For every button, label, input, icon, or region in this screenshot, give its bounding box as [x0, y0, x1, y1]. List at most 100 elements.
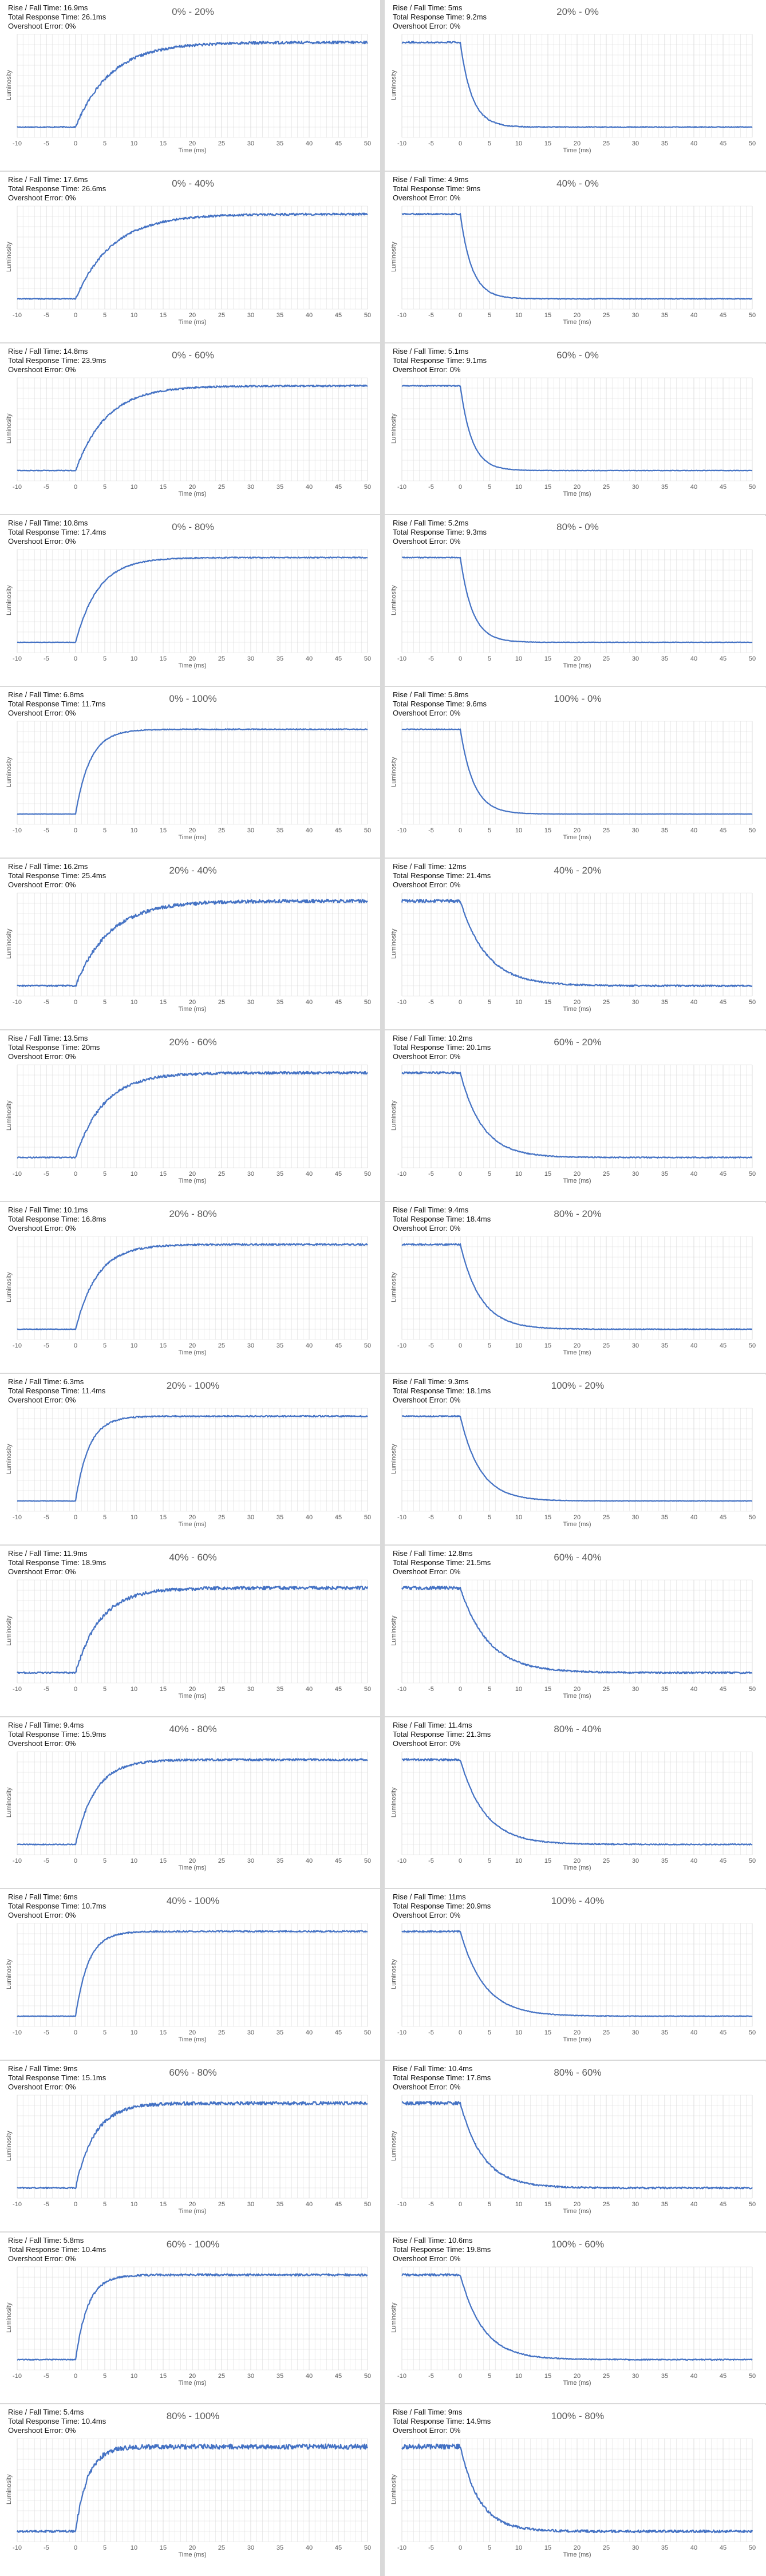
x-tick-label: 25	[218, 1514, 225, 1521]
x-tick-label: 0	[74, 1342, 77, 1349]
x-tick-label: 5	[103, 655, 106, 662]
x-tick-label: 50	[749, 655, 756, 662]
x-tick-label: 15	[160, 312, 167, 319]
x-tick-label: 0	[459, 2373, 462, 2380]
x-tick-label: 20	[574, 312, 581, 319]
rise-fall-time: Rise / Fall Time: 10.2ms	[393, 1034, 473, 1042]
line-chart: -10 -5 0 5 10 15 20 25 30 35 40 45 50 Time (ms)	[13, 1408, 371, 1528]
x-tick-label: 40	[306, 655, 313, 662]
x-tick-label: 40	[690, 2201, 697, 2208]
x-tick-label: 5	[103, 1686, 106, 1693]
x-tick-label: 10	[131, 1171, 137, 1178]
x-axis-label: Time (ms)	[563, 491, 591, 497]
chart-title: 80% - 40%	[554, 1724, 602, 1735]
x-tick-label: 30	[247, 312, 254, 319]
x-tick-label: 15	[160, 2029, 167, 2036]
x-tick-label: 35	[277, 2029, 283, 2036]
x-tick-label: 50	[749, 140, 756, 147]
x-tick-label: 0	[459, 2545, 462, 2551]
x-tick-label: -5	[44, 312, 49, 319]
x-axis-label: Time (ms)	[563, 1349, 591, 1356]
line-chart: -10 -5 0 5 10 15 20 25 30 35 40 45 50 Time (ms)	[397, 721, 756, 841]
x-tick-label: 10	[131, 1858, 137, 1864]
x-tick-label: -10	[397, 827, 406, 834]
x-tick-label: -5	[428, 1686, 434, 1693]
x-tick-label: 30	[632, 999, 639, 1006]
rise-fall-time: Rise / Fall Time: 9ms	[393, 2408, 463, 2416]
x-tick-label: 10	[131, 1514, 137, 1521]
rise-fall-time: Rise / Fall Time: 9.4ms	[393, 1206, 469, 1214]
row-divider	[0, 2060, 766, 2061]
luminosity-series-line	[17, 1243, 368, 1330]
chart-panel: Rise / Fall Time: 10.6ms Total Response T…	[385, 2233, 765, 2402]
chart-title: 20% - 0%	[556, 6, 599, 17]
x-tick-label: 25	[603, 827, 610, 834]
rise-fall-time: Rise / Fall Time: 5ms	[393, 3, 463, 12]
chart-panel: Rise / Fall Time: 10.1ms Total Response T…	[0, 1202, 380, 1372]
x-axis-label: Time (ms)	[563, 1864, 591, 1871]
stats-block: Rise / Fall Time: 10.2ms Total Response T…	[393, 1034, 491, 1061]
overshoot-error: Overshoot Error: 0%	[8, 1396, 76, 1404]
total-response-time: Total Response Time: 21.3ms	[393, 1730, 491, 1739]
stats-block: Rise / Fall Time: 16.9ms Total Response T…	[8, 3, 106, 31]
x-tick-label: 40	[690, 312, 697, 319]
chart-panel: Rise / Fall Time: 6ms Total Response Time…	[0, 1889, 380, 2059]
x-tick-label: 45	[720, 655, 726, 662]
stats-block: Rise / Fall Time: 10.8ms Total Response T…	[8, 519, 106, 546]
chart-panel: Rise / Fall Time: 5.4ms Total Response Ti…	[0, 2404, 380, 2574]
x-tick-label: 45	[720, 1171, 726, 1178]
x-tick-label: 40	[690, 827, 697, 834]
x-axis-label: Time (ms)	[178, 1521, 206, 1528]
chart-title: 80% - 100%	[166, 2411, 220, 2421]
x-tick-label: 25	[603, 655, 610, 662]
x-tick-label: 45	[720, 1686, 726, 1693]
x-tick-label: 50	[364, 999, 371, 1006]
x-tick-label: 30	[632, 2201, 639, 2208]
x-tick-label: 40	[690, 1514, 697, 1521]
chart-panel: Rise / Fall Time: 10.8ms Total Response T…	[0, 515, 380, 685]
total-response-time: Total Response Time: 18.9ms	[8, 1558, 106, 1567]
overshoot-error: Overshoot Error: 0%	[8, 1052, 76, 1061]
line-chart: -10 -5 0 5 10 15 20 25 30 35 40 45 50 Time (ms)	[13, 1579, 371, 1700]
stats-block: Rise / Fall Time: 9.4ms Total Response Ti…	[393, 1206, 491, 1233]
x-tick-label: 0	[459, 1686, 462, 1693]
x-tick-label: 20	[574, 1342, 581, 1349]
x-tick-label: 5	[103, 999, 106, 1006]
x-tick-label: -5	[44, 1171, 49, 1178]
x-axis-label: Time (ms)	[178, 1178, 206, 1184]
luminosity-series-line	[401, 385, 753, 472]
x-tick-label: 15	[544, 1342, 551, 1349]
x-tick-label: 0	[74, 140, 77, 147]
x-tick-label: 10	[131, 140, 137, 147]
x-tick-label: 25	[218, 140, 225, 147]
chart-panel: Rise / Fall Time: 5.8ms Total Response Ti…	[0, 2233, 380, 2402]
x-tick-label: 5	[488, 2029, 491, 2036]
x-tick-label: 50	[749, 1171, 756, 1178]
x-tick-label: 35	[277, 312, 283, 319]
x-tick-label: 45	[335, 1342, 342, 1349]
line-chart: -10 -5 0 5 10 15 20 25 30 35 40 45 50 Time (ms)	[13, 1064, 371, 1184]
x-tick-label: 20	[574, 1514, 581, 1521]
x-tick-label: 25	[218, 1342, 225, 1349]
x-axis-label: Time (ms)	[178, 491, 206, 497]
x-tick-label: 30	[247, 1858, 254, 1864]
x-tick-label: 30	[632, 2029, 639, 2036]
x-tick-label: 5	[103, 1171, 106, 1178]
luminosity-series-line	[401, 1585, 753, 1674]
row-divider	[0, 1716, 766, 1718]
overshoot-error: Overshoot Error: 0%	[8, 2254, 76, 2263]
x-tick-label: 25	[603, 484, 610, 491]
x-axis-label: Time (ms)	[563, 319, 591, 326]
x-tick-label: -5	[428, 827, 434, 834]
x-tick-label: -5	[44, 999, 49, 1006]
chart-title: 20% - 100%	[166, 1380, 220, 1391]
x-tick-label: -10	[13, 2201, 22, 2208]
line-chart: -10 -5 0 5 10 15 20 25 30 35 40 45 50 Time (ms)	[13, 1923, 371, 2043]
line-chart: -10 -5 0 5 10 15 20 25 30 35 40 45 50 Time (ms)	[397, 1751, 756, 1871]
x-tick-label: -10	[397, 655, 406, 662]
x-tick-label: 35	[661, 827, 668, 834]
luminosity-series-line	[401, 41, 753, 128]
x-tick-label: 35	[277, 2201, 283, 2208]
line-chart: -10 -5 0 5 10 15 20 25 30 35 40 45 50 Time (ms)	[13, 2438, 371, 2558]
